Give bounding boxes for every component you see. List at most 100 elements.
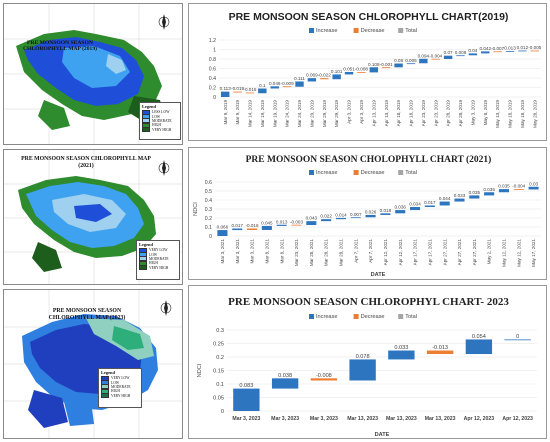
legend-label: Total xyxy=(405,170,417,176)
x-tick-label: Mar 9, 2019 xyxy=(235,100,240,125)
data-label: 0.033 xyxy=(394,345,408,351)
waterfall-bar xyxy=(439,201,450,206)
y-tick-label: 0 xyxy=(221,409,224,415)
waterfall-bar xyxy=(282,86,292,88)
data-label: 0.069 xyxy=(306,73,318,78)
x-tick-label: Mar 24, 2019 xyxy=(297,100,302,128)
y-tick-label: 0.5 xyxy=(205,189,212,195)
data-label: 0.035 xyxy=(469,190,481,195)
data-label: -0.019 xyxy=(231,86,244,91)
x-tick-label: Apr 27, 2021 xyxy=(472,239,477,266)
waterfall-bar xyxy=(310,378,338,381)
chart-title: PRE MONSOON SEASON CHOLOPHYLL CHART (202… xyxy=(246,154,492,165)
data-label: 0.035 xyxy=(498,184,510,189)
compass-icon xyxy=(160,300,172,316)
chart-panel-2021: PRE MONSOON SEASON CHOLOPHYLL CHART (202… xyxy=(188,147,547,280)
y-tick-label: 0.4 xyxy=(209,76,216,82)
x-tick-label: Apr 7, 2021 xyxy=(353,239,358,263)
legend-label: Increase xyxy=(316,314,337,320)
x-tick-label: Mar 8, 2021 xyxy=(264,239,269,264)
y-tick-label: 0.4 xyxy=(205,198,212,204)
legend-item: VERY HIGH xyxy=(139,265,177,271)
waterfall-bar xyxy=(369,67,379,73)
x-tick-label: Mar 14, 2019 xyxy=(248,100,253,128)
y-tick-label: 1.2 xyxy=(209,38,216,44)
data-label: 0.113 xyxy=(220,86,232,91)
data-label: -0.008 xyxy=(316,373,332,379)
legend-label: Decrease xyxy=(361,314,385,320)
waterfall-bar xyxy=(245,92,255,94)
legend-swatch xyxy=(398,314,404,319)
waterfall-bar xyxy=(443,55,453,59)
data-label: 0.045 xyxy=(261,220,273,225)
data-label: 0.078 xyxy=(356,354,370,360)
waterfall-bar xyxy=(419,58,428,64)
legend-title: Legend xyxy=(142,104,156,109)
y-tick-label: 0.3 xyxy=(205,207,212,213)
waterfall-bar xyxy=(481,51,490,54)
x-axis-label: DATE xyxy=(375,432,390,438)
waterfall-bar xyxy=(456,55,465,57)
x-tick-label: Mar 29, 2019 xyxy=(309,100,314,128)
legend-swatch xyxy=(398,170,404,175)
data-label: 0.034 xyxy=(409,202,421,207)
data-label: 0.007 xyxy=(350,212,362,217)
waterfall-bar xyxy=(406,63,416,65)
x-tick-label: Mar 3, 2021 xyxy=(235,239,240,264)
waterfall-bar xyxy=(465,339,493,355)
x-tick-label: Apr 18, 2019 xyxy=(396,100,401,127)
waterfall-bar xyxy=(513,189,524,190)
x-tick-label: Mar 9, 2019 xyxy=(223,100,228,125)
y-tick-label: 0.3 xyxy=(216,328,224,334)
data-label: 0.111 xyxy=(294,76,305,81)
data-label: 0.04 xyxy=(468,48,477,53)
waterfall-bar xyxy=(258,88,267,94)
data-label: 0.042 xyxy=(480,46,492,51)
x-tick-label: Apr 13, 2019 xyxy=(371,100,376,127)
chart-2019-svg: PRE MONSOON SEASON CHLOROPHYLL CHART(201… xyxy=(209,11,542,128)
legend-title: Legend xyxy=(139,242,153,247)
x-tick-label: May 12, 2021 xyxy=(516,239,521,267)
y-tick-label: 0.1 xyxy=(205,225,212,231)
x-tick-label: Apr 12, 2021 xyxy=(398,239,403,266)
x-tick-label: Mar 13, 2023 xyxy=(425,416,456,422)
legend-swatch xyxy=(309,170,314,175)
data-label: 0.044 xyxy=(439,196,451,201)
map-title-2019: PRE MONSOON SEASON CHLOROPHYLL MAP (2019… xyxy=(23,40,97,53)
waterfall-bar xyxy=(504,339,531,341)
legend-swatch xyxy=(353,170,359,175)
waterfall-bar xyxy=(271,378,299,389)
waterfall-bar xyxy=(349,359,376,381)
data-label: 0.017 xyxy=(231,223,243,228)
x-tick-label: Mar 3, 2023 xyxy=(271,416,299,422)
x-tick-label: Mar 3, 2023 xyxy=(232,416,260,422)
data-label: 0.013 xyxy=(504,46,516,51)
data-label: 0.022 xyxy=(320,214,332,219)
chart-panel-2023: PRE MONSOON SEASON CHLOROPHYL CHART- 202… xyxy=(188,285,547,439)
chart-title: PRE MONSOON SEASON CHLOROPHYLL CHART(201… xyxy=(229,11,509,23)
waterfall-bar xyxy=(321,219,332,222)
x-tick-label: Apr 3, 2019 xyxy=(359,100,364,124)
legend-label: Total xyxy=(405,28,417,34)
x-tick-label: Apr 28, 2019 xyxy=(446,100,451,127)
map-panel-2019: PRE MONSOON SEASON CHLOROPHYLL MAP (2019… xyxy=(3,3,183,145)
chart-2021-svg: PRE MONSOON SEASON CHOLOPHYLL CHART (202… xyxy=(193,154,541,278)
data-label: -0.009 xyxy=(281,81,294,86)
data-label: 0.1 xyxy=(259,83,266,88)
x-tick-label: Apr 17, 2021 xyxy=(427,239,432,266)
data-label: 0.083 xyxy=(239,383,253,389)
data-label: 0.094 xyxy=(418,53,430,58)
legend-label: Decrease xyxy=(361,28,385,34)
legend-swatch xyxy=(353,314,359,319)
map-legend-2023: Legend VERY LOW LOW MODERATE HIGH VERY H… xyxy=(98,368,142,408)
y-axis-label: NDCI xyxy=(193,202,199,216)
waterfall-bar xyxy=(424,205,435,208)
x-tick-label: Apr 23, 2019 xyxy=(433,100,438,127)
x-tick-label: Mar 3, 2021 xyxy=(250,239,255,264)
y-tick-label: 0.1 xyxy=(216,382,224,388)
legend-title: Legend xyxy=(101,370,115,375)
x-tick-label: May 18, 2019 xyxy=(520,100,525,128)
data-label: 0.07 xyxy=(444,50,453,55)
y-tick-label: 0 xyxy=(213,95,216,101)
legend-item: VERY HIGH xyxy=(142,127,178,133)
